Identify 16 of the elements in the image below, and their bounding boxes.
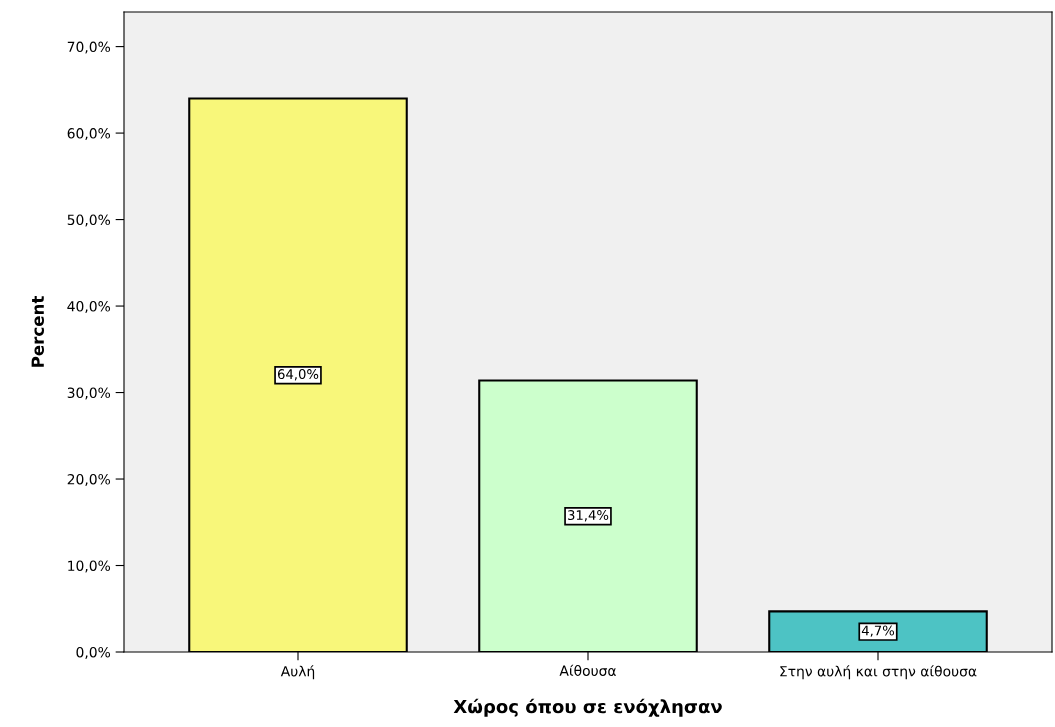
y-tick-label: 20,0% [67,474,111,486]
y-tick-label: 0,0% [76,646,111,659]
data-label: 64,0% [277,369,319,381]
y-tick-label: 10,0% [68,560,111,573]
y-tick-label: 60,0% [67,128,111,140]
y-axis-title: Percent [31,296,45,367]
x-tick-label: Αίθουσα [559,664,616,676]
data-label: 31,4% [568,510,609,522]
y-tick-label: 50,0% [67,214,111,227]
x-tick-label: Αυλή [280,665,315,680]
x-tick-label: Στην αυλή και στην αίθουσα [780,665,977,680]
y-tick-label: 30,0% [67,387,111,400]
y-tick-label: 40,0% [67,301,111,313]
data-label: 4,7% [861,625,895,637]
x-axis-title: Χώρος όπου σε ενόχλησαν [453,698,722,717]
y-tick-label: 70,0% [67,41,111,54]
